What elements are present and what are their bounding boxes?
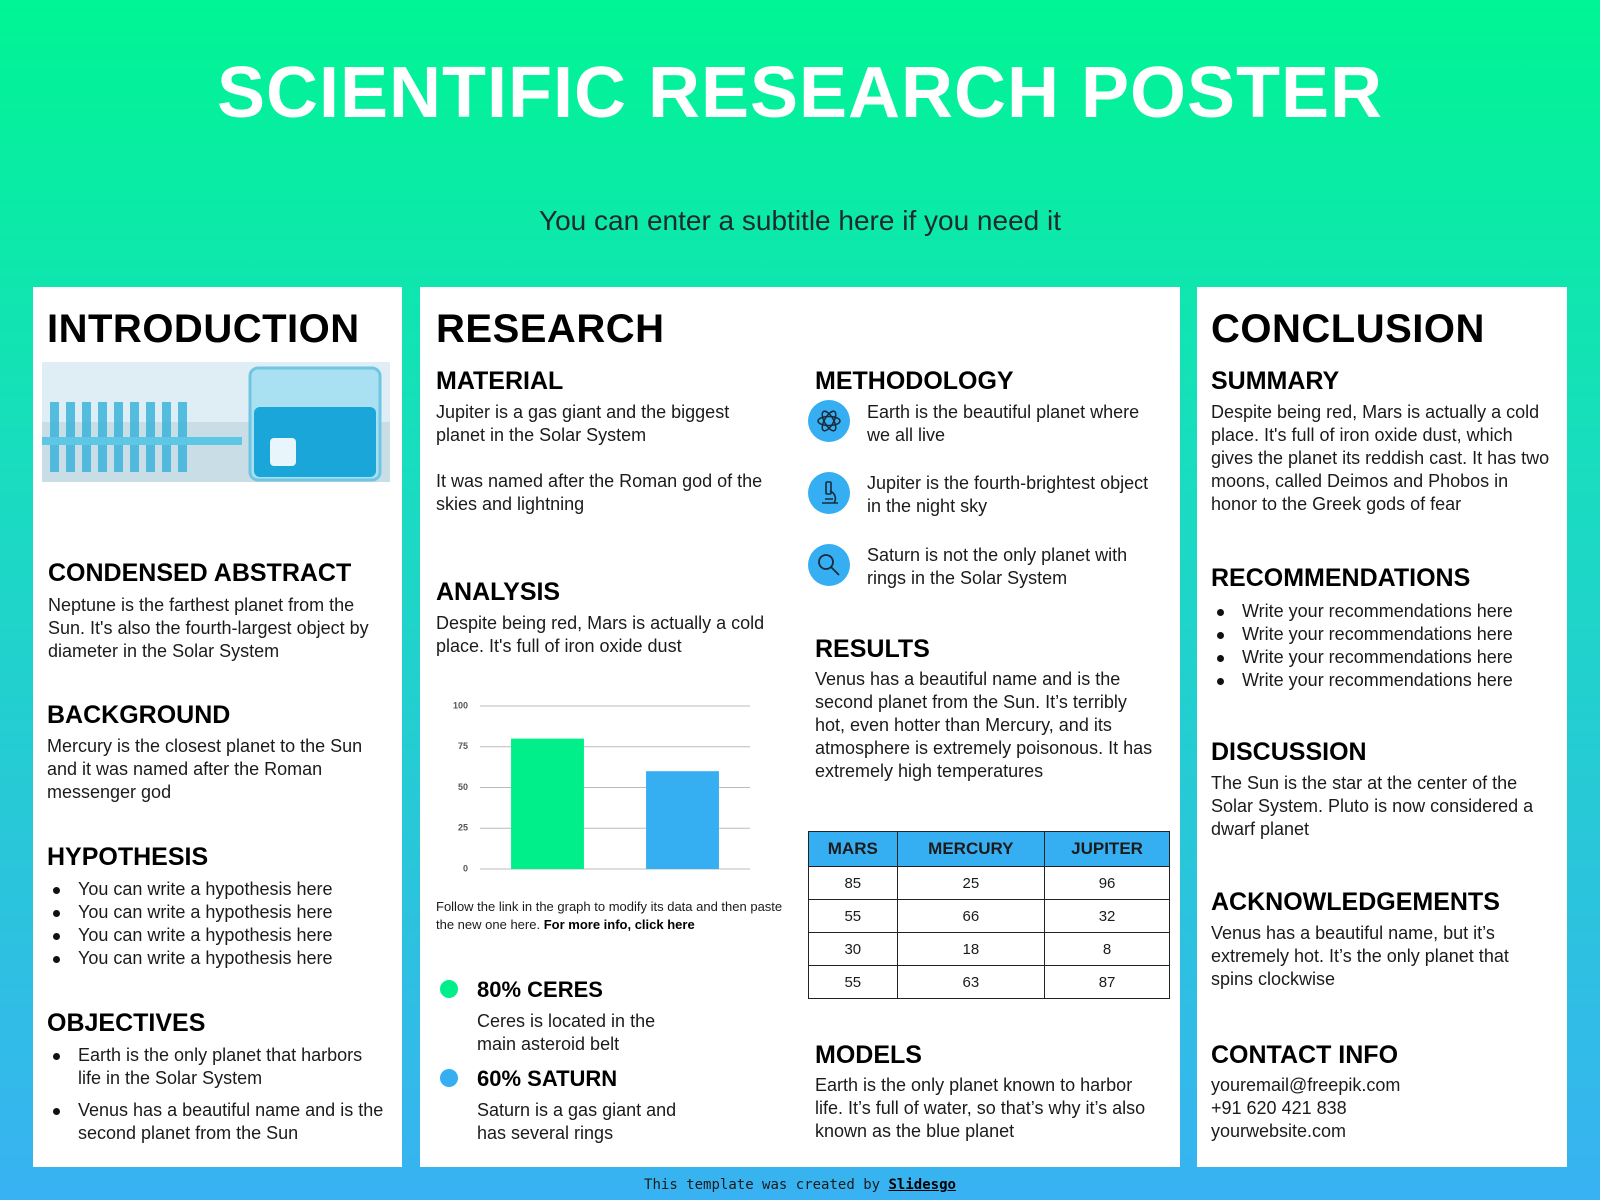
y-tick-label: 75 xyxy=(458,741,468,751)
y-tick-label: 100 xyxy=(453,700,468,710)
paragraph: Jupiter is a gas giant and the biggest p… xyxy=(436,402,730,445)
subheading: METHODOLOGY xyxy=(815,367,1014,395)
footer-text: This template was created by xyxy=(644,1177,881,1193)
list: Write your recommendations here Write yo… xyxy=(1211,600,1556,692)
list-item: You can write a hypothesis here xyxy=(47,947,392,970)
table-cell: 25 xyxy=(896,866,1046,900)
method-text: Earth is the beautiful planet where we a… xyxy=(867,402,1140,445)
method-text: Saturn is not the only planet with rings… xyxy=(867,545,1128,588)
subheading: BACKGROUND xyxy=(47,701,231,729)
list: You can write a hypothesis here You can … xyxy=(47,878,392,970)
bar-chart: 0 25 50 75 100 xyxy=(453,700,750,873)
list-item: Write your recommendations here xyxy=(1211,646,1556,669)
conclusion-panel xyxy=(1197,287,1567,1167)
paragraph: Despite being red, Mars is actually a co… xyxy=(1211,402,1550,514)
subheading: ACKNOWLEDGEMENTS xyxy=(1211,888,1500,916)
list-item: Earth is the only planet that harbors li… xyxy=(47,1044,387,1090)
subheading: OBJECTIVES xyxy=(47,1009,206,1037)
list-item: You can write a hypothesis here xyxy=(47,924,392,947)
table-row: 55 66 32 xyxy=(808,899,1170,933)
list-item: Venus has a beautiful name and is the se… xyxy=(47,1099,387,1145)
section-heading: RESEARCH xyxy=(436,307,665,351)
table-cell: 85 xyxy=(808,866,898,900)
bar xyxy=(511,738,584,869)
contact-line: +91 620 421 838 xyxy=(1211,1098,1347,1118)
list: Earth is the only planet that harbors li… xyxy=(47,1044,387,1145)
table-row: 30 18 8 xyxy=(808,932,1170,966)
method-text: Jupiter is the fourth-brightest object i… xyxy=(867,473,1149,516)
table-cell: 30 xyxy=(808,932,898,966)
y-tick-label: 25 xyxy=(458,823,468,833)
subtitle: You can enter a subtitle here if you nee… xyxy=(539,205,1061,236)
research-panel xyxy=(420,287,1180,1167)
paragraph: Venus has a beautiful name and is the se… xyxy=(815,669,1153,781)
paragraph: Venus has a beautiful name, but it’s ext… xyxy=(1211,923,1509,989)
table-header-row: MARS MERCURY JUPITER xyxy=(808,831,1170,867)
table-row: 55 63 87 xyxy=(808,965,1170,999)
search-icon xyxy=(808,544,850,586)
microscope-icon xyxy=(808,472,850,514)
footer-link[interactable]: Slidesgo xyxy=(888,1177,956,1193)
contact-line: yourwebsite.com xyxy=(1211,1121,1347,1141)
list-item: You can write a hypothesis here xyxy=(47,901,392,924)
table-cell: 32 xyxy=(1044,899,1170,933)
contact-line: youremail@freepik.com xyxy=(1211,1075,1401,1095)
table-cell: 96 xyxy=(1044,866,1170,900)
section-heading: CONCLUSION xyxy=(1211,307,1485,351)
subheading: DISCUSSION xyxy=(1211,738,1367,766)
table-cell: 55 xyxy=(808,965,898,999)
list-item: Write your recommendations here xyxy=(1211,669,1556,692)
caption-text: Follow the link in the graph to modify i… xyxy=(436,899,783,932)
table-cell: 87 xyxy=(1044,965,1170,999)
paragraph: Earth is the only planet known to harbor… xyxy=(815,1075,1146,1141)
stat-title: 60% SATURN xyxy=(477,1066,618,1091)
subheading: SUMMARY xyxy=(1211,367,1340,395)
subheading: HYPOTHESIS xyxy=(47,843,209,871)
data-table: MARS MERCURY JUPITER 85 25 96 55 66 32 30 18 8 55 63 8… xyxy=(808,831,1170,999)
subheading: CONTACT INFO xyxy=(1211,1041,1399,1069)
subheading: RECOMMENDATIONS xyxy=(1211,564,1471,592)
y-tick-label: 0 xyxy=(463,863,468,873)
contact: youremail@freepik.com +91 620 421 838 yo… xyxy=(1211,1074,1556,1143)
table-cell: 55 xyxy=(808,899,898,933)
table-cell: 63 xyxy=(896,965,1046,999)
subheading: CONDENSED ABSTRACT xyxy=(48,559,352,587)
table-header-cell: MERCURY xyxy=(896,831,1046,867)
title: SCIENTIFIC RESEARCH POSTER xyxy=(216,53,1384,133)
table-cell: 18 xyxy=(896,932,1046,966)
chart-caption: Follow the link in the graph to modify i… xyxy=(436,898,796,934)
table-row: 85 25 96 xyxy=(808,866,1170,900)
paragraph: Despite being red, Mars is actually a co… xyxy=(436,613,765,656)
paragraph: It was named after the Roman god of the … xyxy=(436,471,763,514)
table-header-cell: JUPITER xyxy=(1044,831,1170,867)
table-header-cell: MARS xyxy=(808,831,898,867)
table-cell: 66 xyxy=(896,899,1046,933)
paragraph: Neptune is the farthest planet from the … xyxy=(48,595,369,661)
paragraph: Mercury is the closest planet to the Sun… xyxy=(47,736,363,802)
table-cell: 8 xyxy=(1044,932,1170,966)
lab-image xyxy=(42,362,390,482)
stat-text: Saturn is a gas giant and has several ri… xyxy=(477,1100,677,1143)
subheading: RESULTS xyxy=(815,635,930,663)
y-tick-label: 50 xyxy=(458,782,468,792)
legend-dot xyxy=(440,1069,458,1087)
atom-icon xyxy=(808,400,850,442)
legend-dot xyxy=(440,980,458,998)
list-item: Write your recommendations here xyxy=(1211,600,1556,623)
subheading: MATERIAL xyxy=(436,367,564,395)
paragraph: The Sun is the star at the center of the… xyxy=(1211,773,1534,839)
bar xyxy=(646,771,719,869)
stat-title: 80% CERES xyxy=(477,977,603,1002)
section-heading: INTRODUCTION xyxy=(47,307,360,351)
footer: This template was created by Slidesgo xyxy=(0,1177,1600,1193)
subheading: MODELS xyxy=(815,1041,922,1069)
subheading: ANALYSIS xyxy=(436,578,561,606)
stat-text: Ceres is located in the main asteroid be… xyxy=(477,1011,656,1054)
caption-link[interactable]: For more info, click here xyxy=(543,917,695,932)
list-item: You can write a hypothesis here xyxy=(47,878,392,901)
list-item: Write your recommendations here xyxy=(1211,623,1556,646)
